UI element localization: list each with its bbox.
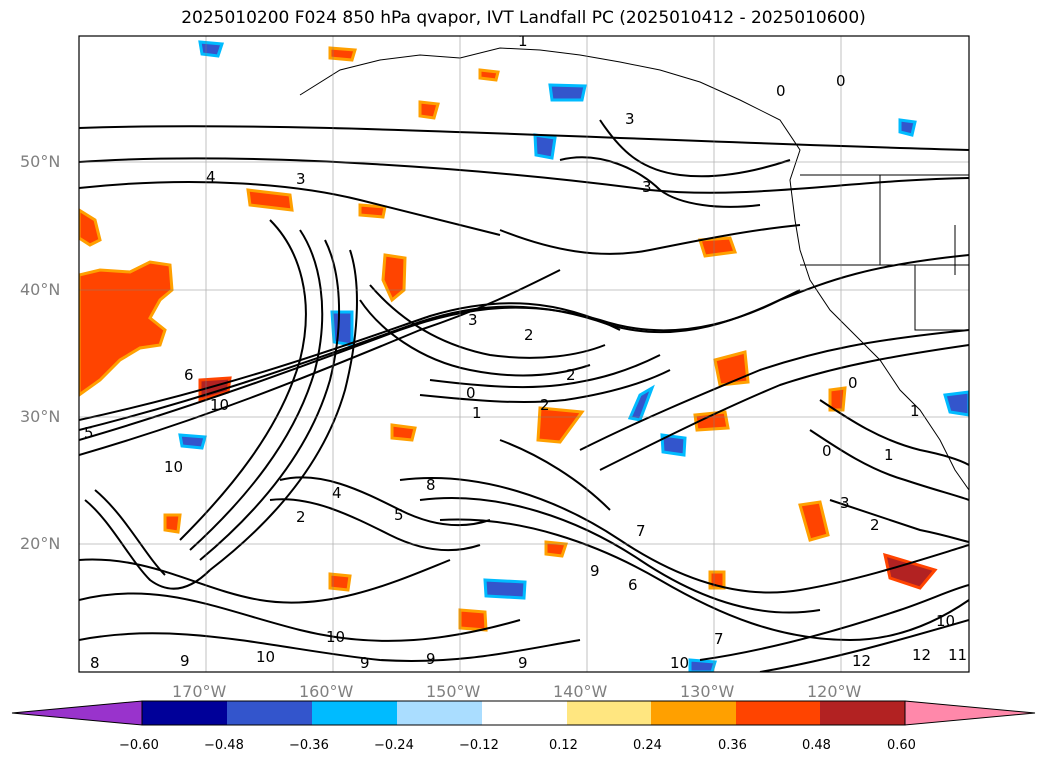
contour-label: 12 [852,652,871,670]
contour-label: 9 [426,650,436,668]
lat-label-50n: 50°N [20,152,61,171]
contour-label: 10 [936,612,955,630]
colorbar-bin [227,701,312,725]
contour-label: 0 [822,442,832,460]
contour-label: 2 [296,508,306,526]
contour-label: 1 [910,402,920,420]
lat-label-20n: 20°N [20,534,61,553]
colorbar-bin [567,701,651,725]
contour-label: 3 [840,494,850,512]
colorbar-bin [651,701,736,725]
coastlines [299,47,969,491]
contour-label: 1 [518,32,528,50]
contour-label: 10 [256,648,275,666]
contour-label: 9 [360,654,370,672]
colorbar-bin [482,701,567,725]
colorbar-tick: −0.60 [119,738,159,753]
colorbar-tick: −0.24 [374,738,414,753]
plot-frame [78,35,970,673]
contour-label: 5 [394,506,404,524]
contour-label: 0 [848,374,858,392]
colorbar-extend-left [11,700,143,726]
lon-label-130w: 130°W [680,682,735,701]
contour-label: 7 [636,522,646,540]
lon-label-140w: 140°W [553,682,608,701]
contour-label: 4 [206,168,216,186]
lon-label-150w: 150°W [426,682,481,701]
shade-west-large [79,260,174,397]
contour-label: 2 [566,366,576,384]
graticule [79,36,969,672]
colorbar-tick: 0.60 [887,738,916,753]
contour-label: 3 [642,178,652,196]
contour-label: 1 [472,404,482,422]
contour-label: 10 [326,628,345,646]
contour-label: 0 [836,72,846,90]
contour-label: 10 [210,396,229,414]
contour-label: 5 [84,424,94,442]
contour-label: 2 [870,516,880,534]
lon-label-120w: 120°W [807,682,862,701]
lon-label-160w: 160°W [299,682,354,701]
plot-area [79,36,969,672]
contour-label: 7 [714,630,724,648]
contour-label: 8 [426,476,436,494]
lat-label-30n: 30°N [20,407,61,426]
colorbar-tick: −0.48 [204,738,244,753]
contour-label: 9 [180,652,190,670]
contour-label: 9 [518,654,528,672]
contour-label: 4 [332,484,342,502]
contour-label: 12 [912,646,931,664]
colorbar-bin [142,701,227,725]
contour-label: 6 [628,576,638,594]
lat-label-40n: 40°N [20,280,61,299]
colorbar-bin [736,701,820,725]
contour-label: 8 [90,654,100,672]
colorbar-bin [820,701,905,725]
colorbar-tick: 0.12 [549,738,578,753]
contour-label: 9 [590,562,600,580]
qvapor-shading [79,40,969,672]
map-title: 2025010200 F024 850 hPa qvapor, IVT Land… [181,8,866,28]
contour-labels: 1 0 3 4 3 3 2 0 1 2 2 10 5 10 6 0 2 1 3 … [84,32,967,672]
lon-label-170w: 170°W [172,682,227,701]
colorbar-tick: 0.36 [718,738,747,753]
contour-label: 0 [466,384,476,402]
contour-label: 3 [296,170,306,188]
contour-label: 3 [468,311,478,329]
colorbar-tick: −0.36 [289,738,329,753]
contour-label: 3 [625,110,635,128]
colorbar-frame [141,700,906,726]
colorbar-tick: 0.48 [802,738,831,753]
contour-label: 2 [540,396,550,414]
colorbar-bin [397,701,482,725]
contour-label: 6 [184,366,194,384]
colorbar [11,700,1036,726]
contour-label: 10 [164,458,183,476]
contour-label: 1 [884,446,894,464]
contour-label: 2 [524,326,534,344]
colorbar-tick: −0.12 [459,738,499,753]
ivt-contours [79,119,969,672]
colorbar-bin [312,701,397,725]
colorbar-tick: 0.24 [633,738,662,753]
colorbar-extend-right [904,700,1036,726]
contour-label: 0 [776,82,786,100]
contour-label: 10 [670,654,689,672]
contour-label: 11 [948,646,967,664]
